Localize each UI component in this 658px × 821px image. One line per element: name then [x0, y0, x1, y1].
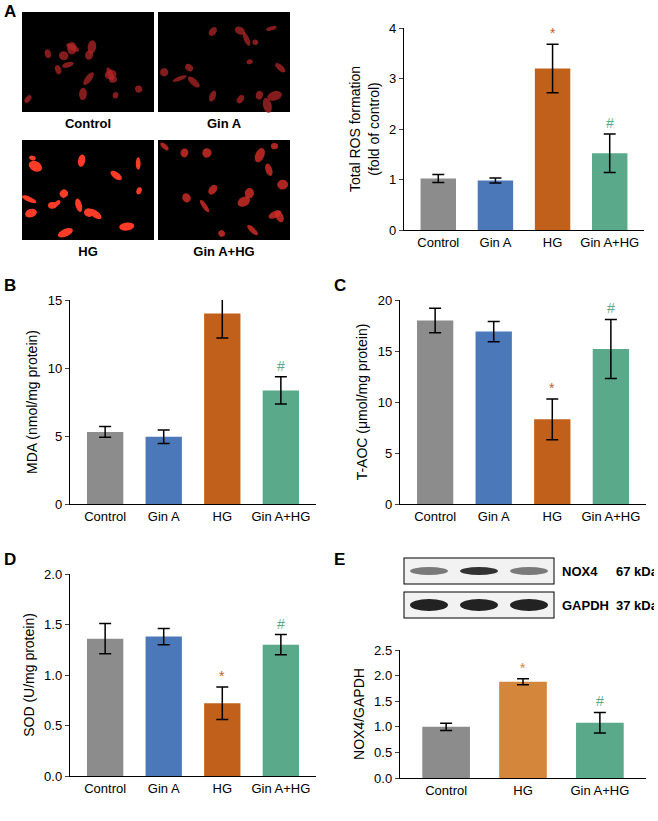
svg-text:4: 4 [389, 21, 396, 36]
svg-text:HG: HG [513, 783, 533, 798]
svg-text:Gin A: Gin A [478, 509, 510, 524]
svg-text:5: 5 [385, 446, 392, 461]
svg-text:67 kDa: 67 kDa [616, 564, 654, 579]
svg-text:Gin A+HG: Gin A+HG [581, 509, 640, 524]
svg-text:15: 15 [378, 344, 392, 359]
svg-text:Gin A: Gin A [148, 509, 180, 524]
svg-text:1: 1 [389, 172, 396, 187]
svg-text:3: 3 [389, 71, 396, 86]
svg-text:Gin A: Gin A [480, 235, 512, 250]
svg-text:*: * [550, 25, 556, 41]
svg-text:0.5: 0.5 [44, 718, 62, 733]
svg-text:2.0: 2.0 [44, 567, 62, 582]
svg-text:HG: HG [543, 509, 563, 524]
svg-text:1.5: 1.5 [374, 694, 392, 709]
html-text:E: E [334, 550, 346, 569]
html-text:B: B [4, 276, 17, 295]
svg-text:0.0: 0.0 [44, 769, 62, 784]
svg-text:2: 2 [389, 122, 396, 137]
svg-text:Gin A+HG: Gin A+HG [251, 509, 310, 524]
svg-text:1.0: 1.0 [374, 719, 392, 734]
svg-text:5: 5 [55, 429, 62, 444]
svg-text:20: 20 [378, 293, 392, 308]
svg-text:MDA (nmol/mg protein): MDA (nmol/mg protein) [24, 330, 40, 474]
svg-text:HG: HG [543, 235, 563, 250]
svg-text:HG: HG [213, 509, 233, 524]
svg-text:0.5: 0.5 [374, 745, 392, 760]
svg-text:Control: Control [425, 783, 467, 798]
svg-text:Total ROS formation(fold of co: Total ROS formation(fold of control) [347, 66, 381, 192]
svg-text:Control: Control [414, 509, 456, 524]
svg-text:10: 10 [48, 361, 62, 376]
svg-text:SOD (U/mg protein): SOD (U/mg protein) [21, 613, 37, 737]
svg-text:Gin A: Gin A [148, 781, 180, 796]
svg-text:*: * [520, 660, 526, 676]
svg-text:#: # [277, 616, 285, 632]
svg-text:GAPDH: GAPDH [562, 598, 609, 613]
svg-text:Control: Control [417, 235, 459, 250]
svg-text:Control: Control [84, 509, 126, 524]
svg-text:T-AOC (μmol/mg protein): T-AOC (μmol/mg protein) [354, 324, 370, 481]
svg-text:*: * [549, 380, 555, 396]
html-text:D: D [4, 550, 17, 569]
svg-text:#: # [607, 300, 615, 316]
svg-text:#: # [277, 358, 285, 374]
svg-text:#: # [606, 115, 614, 131]
svg-text:Gin A+HG: Gin A+HG [251, 781, 310, 796]
svg-text:#: # [596, 693, 604, 709]
svg-text:0.0: 0.0 [374, 771, 392, 786]
svg-text:Gin A: Gin A [207, 116, 242, 131]
svg-text:2.0: 2.0 [374, 668, 392, 683]
svg-text:NOX4/GAPDH: NOX4/GAPDH [351, 668, 367, 760]
svg-text:Gin A+HG: Gin A+HG [580, 235, 639, 250]
html-text:C: C [334, 276, 347, 295]
svg-text:37 kDa: 37 kDa [616, 598, 654, 613]
svg-text:0: 0 [389, 223, 396, 238]
svg-text:Gin A+HG: Gin A+HG [193, 244, 254, 259]
svg-text:HG: HG [213, 781, 233, 796]
html-text:A: A [4, 2, 17, 21]
svg-text:1.5: 1.5 [44, 617, 62, 632]
svg-text:Gin A+HG: Gin A+HG [570, 783, 629, 798]
svg-text:15: 15 [48, 293, 62, 308]
svg-text:Control: Control [84, 781, 126, 796]
svg-text:2.5: 2.5 [374, 643, 392, 658]
svg-text:HG: HG [78, 244, 98, 259]
svg-text:Control: Control [65, 116, 111, 131]
svg-text:1.0: 1.0 [44, 668, 62, 683]
svg-text:*: * [219, 668, 225, 684]
svg-text:NOX4: NOX4 [562, 564, 598, 579]
svg-text:0: 0 [55, 497, 62, 512]
svg-text:10: 10 [378, 395, 392, 410]
svg-text:0: 0 [385, 497, 392, 512]
